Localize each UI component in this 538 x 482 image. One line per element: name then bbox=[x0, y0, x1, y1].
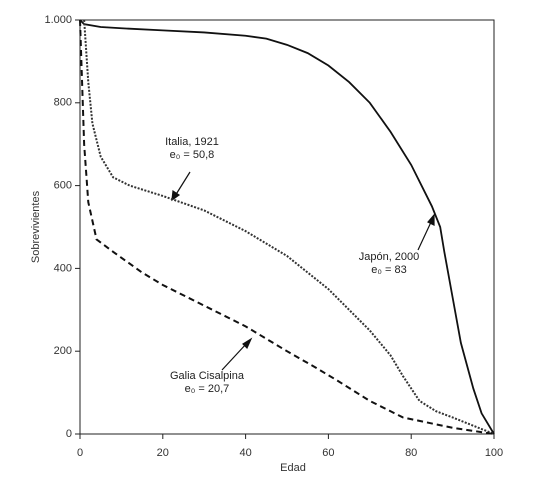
annotation: Italia, 1921 bbox=[165, 136, 219, 148]
y-tick-label: 400 bbox=[54, 262, 72, 274]
x-tick-label: 80 bbox=[405, 447, 417, 459]
x-tick-label: 0 bbox=[77, 447, 83, 459]
arrows bbox=[171, 171, 435, 371]
x-tick-label: 40 bbox=[239, 447, 251, 459]
y-axis-label: Sobrevivientes bbox=[30, 190, 42, 263]
y-tick-label: 0 bbox=[66, 428, 72, 440]
x-tick-label: 60 bbox=[322, 447, 334, 459]
y-tick-label: 600 bbox=[54, 180, 72, 192]
y-tick-label: 1.000 bbox=[44, 14, 72, 26]
x-tick-label: 100 bbox=[485, 447, 503, 459]
annotation: e₀ = 50,8 bbox=[170, 149, 215, 161]
x-axis-label: Edad bbox=[280, 462, 306, 474]
x-tick-label: 20 bbox=[157, 447, 169, 459]
annotation: e₀ = 20,7 bbox=[185, 383, 230, 395]
annotation: Japón, 2000 bbox=[359, 251, 420, 263]
series-line bbox=[79, 19, 495, 435]
y-tick-label: 200 bbox=[54, 345, 72, 357]
annotation: Galia Cisalpina bbox=[170, 370, 245, 382]
series-line bbox=[83, 19, 495, 435]
series-line bbox=[79, 19, 495, 435]
plot-frame bbox=[79, 19, 495, 435]
y-tick-label: 800 bbox=[54, 97, 72, 109]
annotation: e₀ = 83 bbox=[371, 264, 406, 276]
